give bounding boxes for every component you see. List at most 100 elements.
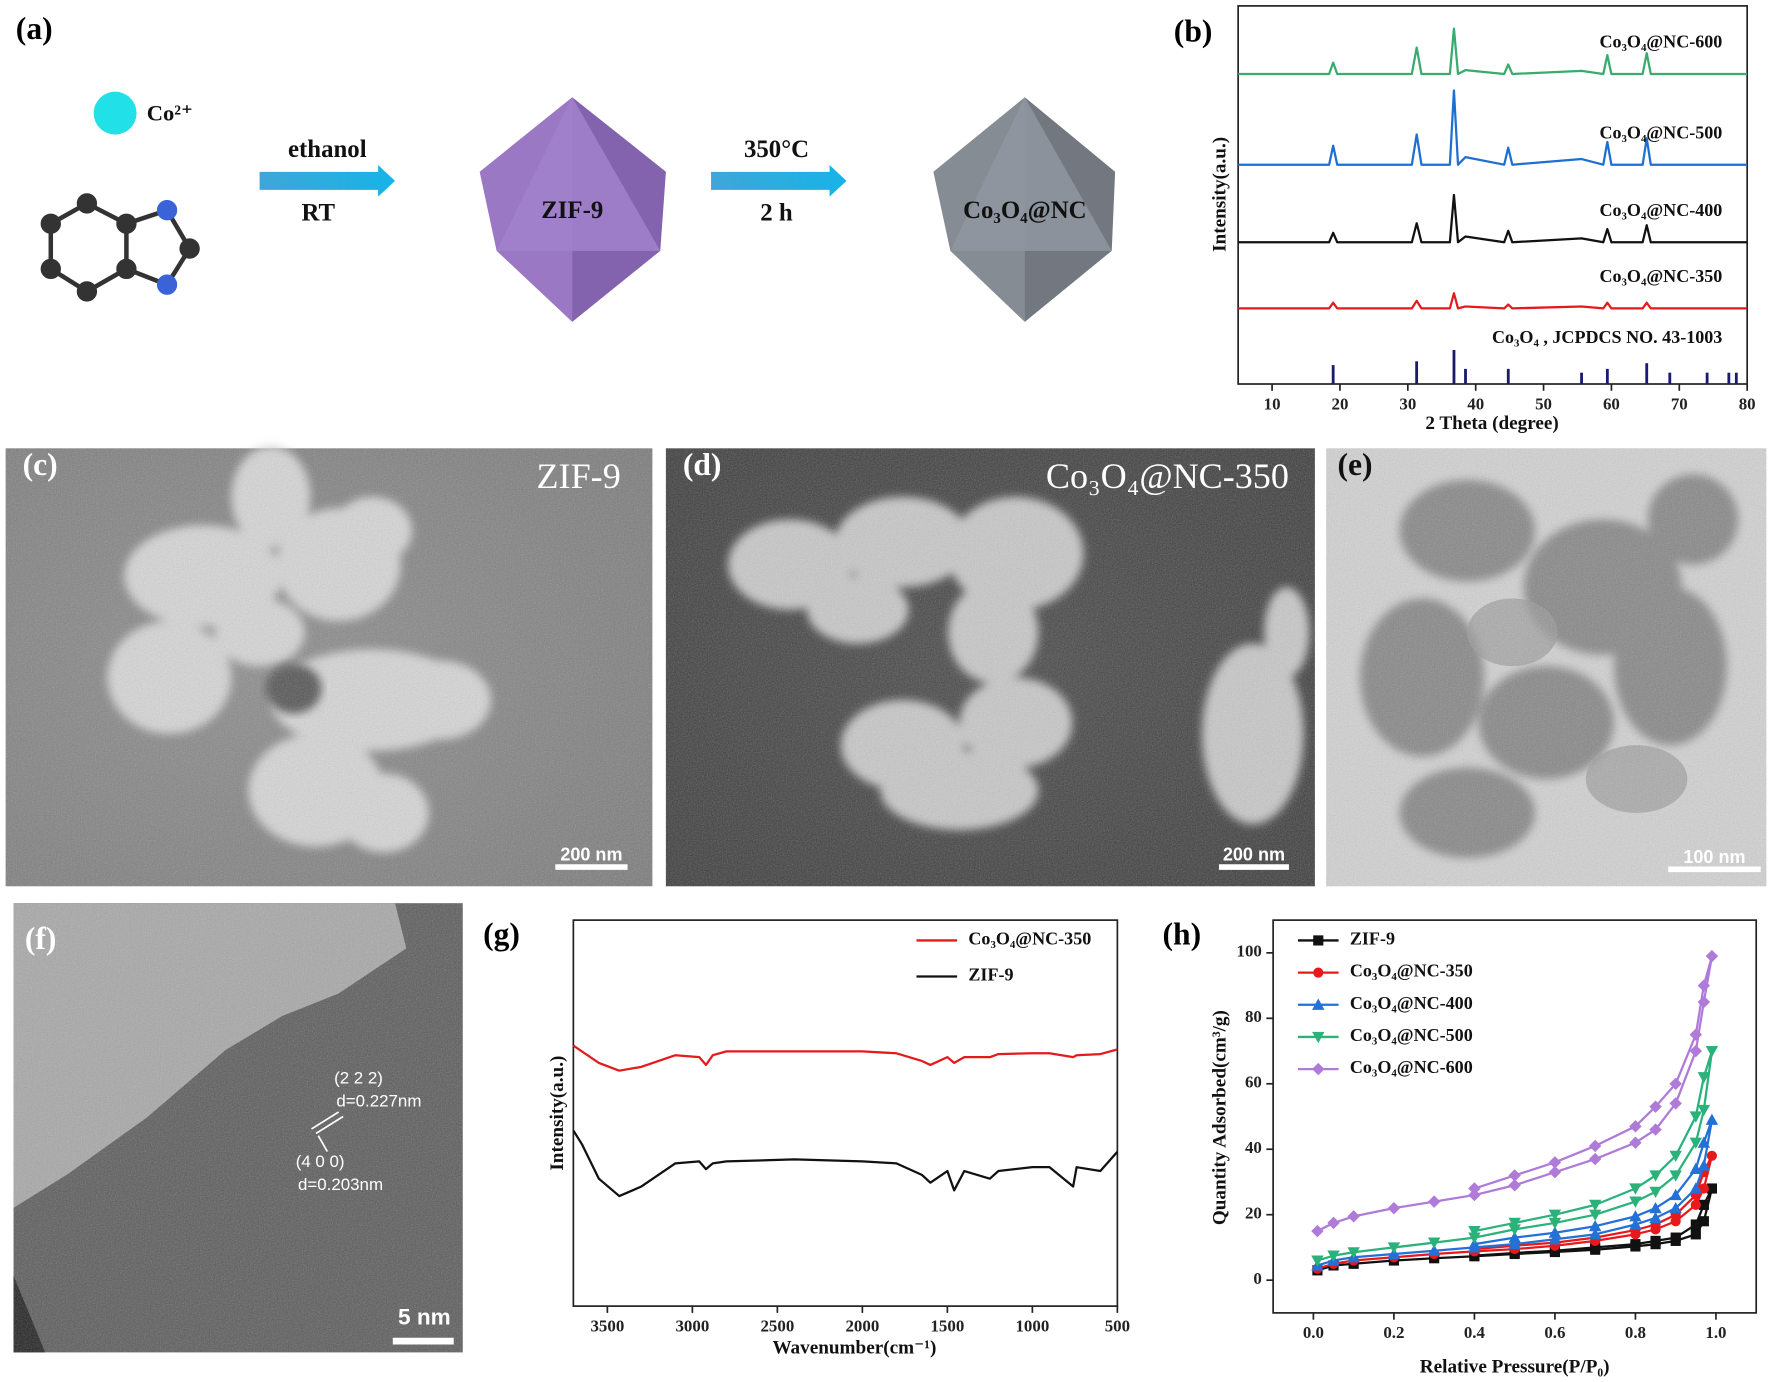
y-tick-label: 40 — [1245, 1138, 1262, 1157]
x-tick-label: 40 — [1467, 394, 1484, 413]
marker — [1548, 1226, 1562, 1238]
marker — [1548, 1156, 1562, 1169]
y-tick-label: 0 — [1253, 1269, 1261, 1288]
series-line — [1238, 292, 1748, 310]
marker — [1697, 1072, 1711, 1084]
marker — [1590, 1242, 1601, 1253]
marker — [1311, 1224, 1324, 1238]
panel-label: (c) — [23, 447, 58, 482]
x-tick-label: 500 — [1105, 1316, 1130, 1335]
y-axis-label: Intensity(a.u.) — [547, 1056, 568, 1171]
panel-label: (f) — [25, 921, 57, 956]
marker — [1649, 1186, 1662, 1198]
scale-bar-label: 5 nm — [398, 1305, 451, 1330]
marker — [1468, 1182, 1481, 1195]
legend-label: Co₃O₄@NC-350 — [968, 929, 1091, 949]
marker — [1689, 1162, 1703, 1174]
ligand — [40, 193, 200, 302]
legend-label: Co₃O₄@NC-500 — [1350, 1025, 1473, 1045]
marker — [1669, 1097, 1682, 1110]
marker — [1588, 1199, 1602, 1212]
x-tick-label: 50 — [1535, 394, 1552, 413]
marker — [1312, 1031, 1325, 1044]
marker — [1649, 1123, 1662, 1136]
marker — [1427, 1195, 1441, 1208]
marker — [1630, 1239, 1641, 1250]
marker — [1311, 1255, 1324, 1267]
caption: ZIF-9 — [537, 456, 621, 496]
marker — [1312, 1062, 1325, 1076]
marker — [1689, 1111, 1703, 1123]
marker — [1548, 1209, 1562, 1221]
marker — [1347, 1210, 1360, 1223]
caption: Co₃O₄@NC-350 — [1046, 456, 1289, 496]
series-line — [1316, 954, 1714, 1233]
marker — [1705, 1045, 1719, 1058]
panel-label: (g) — [483, 916, 520, 951]
cobalt-ion — [93, 91, 137, 135]
x-tick-label: 1000 — [1015, 1316, 1049, 1335]
x-tick-label: 1500 — [930, 1316, 964, 1335]
marker — [1468, 1225, 1481, 1238]
step-condition: ethanol — [288, 136, 367, 163]
marker — [1327, 1250, 1340, 1262]
step-condition: 2 h — [760, 199, 793, 226]
marker — [1649, 1201, 1662, 1214]
x-axis-label: Relative Pressure(P/P₀) — [1420, 1357, 1610, 1378]
x-tick-label: 3000 — [675, 1316, 709, 1335]
series-line — [1317, 1187, 1714, 1272]
x-tick-label: 80 — [1739, 394, 1756, 413]
legend-label: ZIF-9 — [1350, 929, 1395, 949]
lattice-marker — [311, 1111, 340, 1130]
y-tick-label: 100 — [1236, 942, 1261, 961]
x-axis-label: 2 Theta (degree) — [1425, 413, 1558, 434]
series-label: Co₃O₄@NC-600 — [1599, 32, 1722, 52]
marker — [1629, 1196, 1642, 1208]
marker — [1697, 1136, 1711, 1148]
x-tick-label: 0.6 — [1544, 1323, 1565, 1342]
x-tick-label: 60 — [1603, 394, 1620, 413]
lattice-marker — [317, 1135, 329, 1152]
marker — [1690, 1199, 1701, 1210]
arrow — [259, 165, 396, 197]
plot-frame — [572, 919, 1119, 1307]
x-tick-label: 0.4 — [1464, 1323, 1486, 1342]
marker — [1629, 1136, 1642, 1149]
y-axis-label: Intensity(a.u.) — [1210, 137, 1231, 252]
marker — [1548, 1233, 1562, 1245]
annotation: (2 2 2) — [334, 1069, 383, 1088]
series-line — [1238, 27, 1748, 76]
marker — [1508, 1224, 1521, 1236]
annotation: (4 0 0) — [296, 1152, 345, 1171]
marker — [1427, 1237, 1441, 1249]
x-tick-label: 3500 — [590, 1316, 624, 1335]
marker — [1690, 1229, 1701, 1240]
marker — [1387, 1242, 1401, 1254]
series-line — [1317, 1118, 1714, 1267]
step-condition: RT — [301, 199, 335, 226]
marker — [1689, 1182, 1703, 1194]
x-tick-label: 2500 — [760, 1316, 794, 1335]
marker — [1649, 1211, 1662, 1224]
marker — [1697, 1159, 1711, 1171]
x-tick-label: 2000 — [845, 1316, 879, 1335]
x-tick-label: 0.0 — [1303, 1323, 1324, 1342]
marker — [1588, 1209, 1602, 1221]
marker — [1650, 1235, 1661, 1246]
octahedron — [933, 97, 1116, 322]
plot-frame — [1272, 919, 1758, 1314]
marker — [1629, 1120, 1642, 1133]
annotation: d=0.227nm — [336, 1091, 421, 1110]
step-condition: 350°C — [744, 136, 809, 163]
marker — [1387, 1201, 1401, 1215]
marker — [1629, 1183, 1642, 1195]
series-label: Co₃O₄@NC-350 — [1599, 266, 1722, 286]
scheme: (a) Co²⁺ ethanol RT ZIF-9 350°C 2 h Co₃O… — [16, 11, 1116, 322]
octahedron — [479, 97, 666, 322]
marker — [1629, 1210, 1642, 1222]
x-tick-label: 1.0 — [1705, 1323, 1726, 1342]
marker — [1689, 1137, 1703, 1149]
series-line — [1238, 89, 1748, 166]
marker — [1670, 1232, 1681, 1243]
